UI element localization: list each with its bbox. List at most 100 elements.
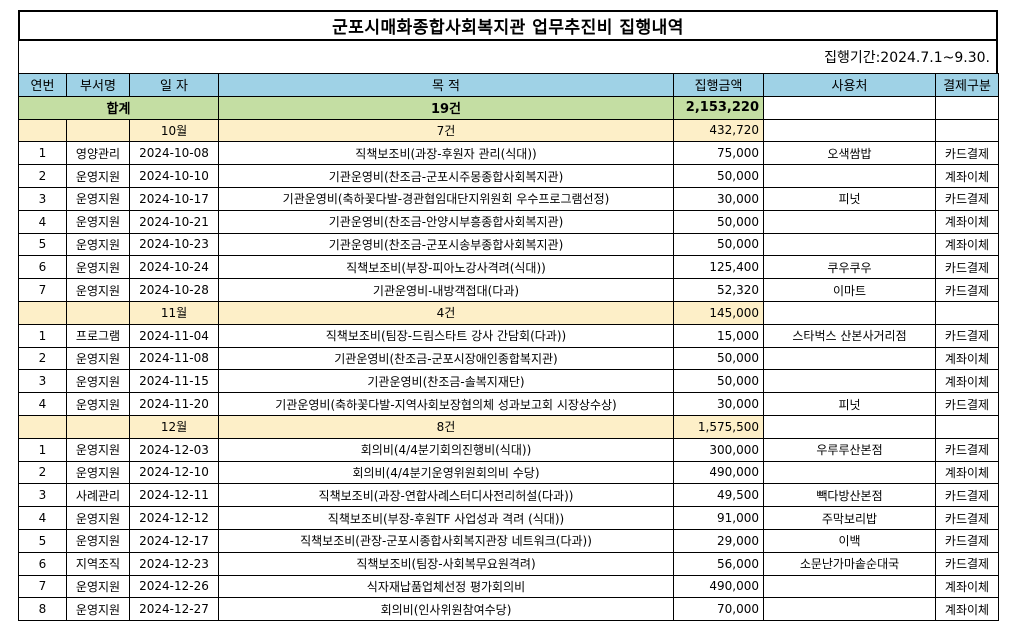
row-date: 2024-10-28: [129, 278, 219, 302]
row-purpose: 회의비(인사위원참여수당): [218, 597, 674, 622]
table-row: 4 운영지원 2024-11-20 기관운영비(축하꽃다발-지역사회보장협의체 성과보…: [18, 392, 999, 416]
row-dept: 운영지원: [66, 597, 130, 622]
row-purpose: 직책보조비(과장-연합사례스터디사전리허설(다과)): [218, 483, 674, 508]
row-amount: 50,000: [673, 346, 764, 371]
row-dept: 운영지원: [66, 460, 130, 485]
row-place: 이마트: [763, 278, 936, 302]
row-no: 1: [18, 323, 67, 348]
month-amount: 145,000: [673, 300, 764, 325]
row-amount: 50,000: [673, 232, 764, 257]
row-no: 5: [18, 232, 67, 257]
header-payment: 결제구분: [935, 73, 999, 97]
row-purpose: 직책보조비(관장-군포시종합사회복지관장 네트워크(다과)): [218, 528, 674, 553]
row-place: 피넛: [763, 392, 936, 416]
row-amount: 50,000: [673, 164, 764, 188]
month-place-blank: [763, 300, 936, 325]
row-amount: 52,320: [673, 278, 764, 302]
row-place: 주막보리밥: [763, 506, 936, 530]
header-date: 일 자: [129, 73, 219, 97]
row-dept: 운영지원: [66, 232, 130, 257]
header-place: 사용처: [763, 73, 936, 97]
row-payment: 카드결제: [935, 483, 999, 508]
row-no: 6: [18, 551, 67, 576]
row-dept: 운영지원: [66, 255, 130, 280]
row-payment: 카드결제: [935, 278, 999, 302]
month-amount: 1,575,500: [673, 414, 764, 439]
row-payment: 카드결제: [935, 323, 999, 348]
total-amount: 2,153,220: [673, 95, 764, 120]
row-dept: 운영지원: [66, 346, 130, 371]
row-no: 4: [18, 392, 67, 416]
row-no: 7: [18, 574, 67, 599]
row-purpose: 기관운영비(찬조금-군포시장애인종합복지관): [218, 346, 674, 371]
row-purpose: 식자재납품업체선정 평가회의비: [218, 574, 674, 599]
row-amount: 50,000: [673, 209, 764, 234]
row-amount: 56,000: [673, 551, 764, 576]
row-dept: 운영지원: [66, 506, 130, 530]
row-payment: 카드결제: [935, 528, 999, 553]
row-payment: 계좌이체: [935, 460, 999, 485]
month-payment-blank: [935, 414, 999, 439]
month-no-blank: [18, 300, 67, 325]
row-amount: 50,000: [673, 369, 764, 394]
row-purpose: 직책보조비(부장-피아노강사격려(식대)): [218, 255, 674, 280]
row-payment: 카드결제: [935, 186, 999, 211]
row-amount: 29,000: [673, 528, 764, 553]
row-dept: 사례관리: [66, 483, 130, 508]
month-payment-blank: [935, 300, 999, 325]
row-payment: 계좌이체: [935, 164, 999, 188]
row-amount: 49,500: [673, 483, 764, 508]
table-row: 2 운영지원 2024-10-10 기관운영비(찬조금-군포시주몽종합사회복지관) 50…: [18, 164, 999, 188]
row-dept: 영양관리: [66, 141, 130, 166]
row-no: 2: [18, 164, 67, 188]
row-purpose: 기관운영비-내방객접대(다과): [218, 278, 674, 302]
row-no: 3: [18, 483, 67, 508]
row-payment: 카드결제: [935, 506, 999, 530]
row-date: 2024-10-08: [129, 141, 219, 166]
table-row: 3 운영지원 2024-10-17 기관운영비(축하꽃다발-경관협임대단지위원회 우수…: [18, 186, 999, 211]
row-place: 빽다방산본점: [763, 483, 936, 508]
row-date: 2024-11-04: [129, 323, 219, 348]
row-place: 소문난가마솥순대국: [763, 551, 936, 576]
month-dept-blank: [66, 414, 130, 439]
row-purpose: 직책보조비(팀장-드림스타트 강사 간담회(다과)): [218, 323, 674, 348]
row-payment: 카드결제: [935, 255, 999, 280]
table-row: 5 운영지원 2024-12-17 직책보조비(관장-군포시종합사회복지관장 네트워크…: [18, 528, 999, 553]
table-row: 1 프로그램 2024-11-04 직책보조비(팀장-드림스타트 강사 간담회(다과)…: [18, 323, 999, 348]
row-place: [763, 346, 936, 371]
row-payment: 계좌이체: [935, 597, 999, 622]
row-no: 3: [18, 369, 67, 394]
row-payment: 계좌이체: [935, 574, 999, 599]
expense-sheet: 군포시매화종합사회복지관 업무추진비 집행내역 집행기간:2024.7.1~9.…: [18, 10, 999, 622]
month-count: 4건: [218, 300, 674, 325]
month-no-blank: [18, 414, 67, 439]
row-payment: 계좌이체: [935, 346, 999, 371]
row-dept: 운영지원: [66, 164, 130, 188]
month-count: 7건: [218, 118, 674, 143]
header-purpose: 목 적: [218, 73, 674, 97]
row-payment: 카드결제: [935, 141, 999, 166]
row-no: 6: [18, 255, 67, 280]
row-amount: 300,000: [673, 437, 764, 462]
row-dept: 프로그램: [66, 323, 130, 348]
header-dept: 부서명: [66, 73, 130, 97]
row-amount: 30,000: [673, 186, 764, 211]
table-row: 4 운영지원 2024-10-21 기관운영비(찬조금-안양시부흥종합사회복지관) 50…: [18, 209, 999, 234]
total-count: 19건: [218, 95, 674, 120]
row-payment: 계좌이체: [935, 232, 999, 257]
row-place: [763, 597, 936, 622]
row-no: 2: [18, 346, 67, 371]
sheet-title-box: 군포시매화종합사회복지관 업무추진비 집행내역: [18, 10, 998, 41]
month-label: 11월: [129, 300, 219, 325]
row-amount: 91,000: [673, 506, 764, 530]
row-date: 2024-10-24: [129, 255, 219, 280]
row-place: [763, 460, 936, 485]
row-no: 5: [18, 528, 67, 553]
table-row: 8 운영지원 2024-12-27 회의비(인사위원참여수당) 70,000 계좌이체: [18, 597, 999, 622]
row-amount: 125,400: [673, 255, 764, 280]
month-place-blank: [763, 118, 936, 143]
total-payment-blank: [935, 95, 999, 120]
row-place: [763, 369, 936, 394]
row-date: 2024-12-27: [129, 597, 219, 622]
row-date: 2024-12-11: [129, 483, 219, 508]
